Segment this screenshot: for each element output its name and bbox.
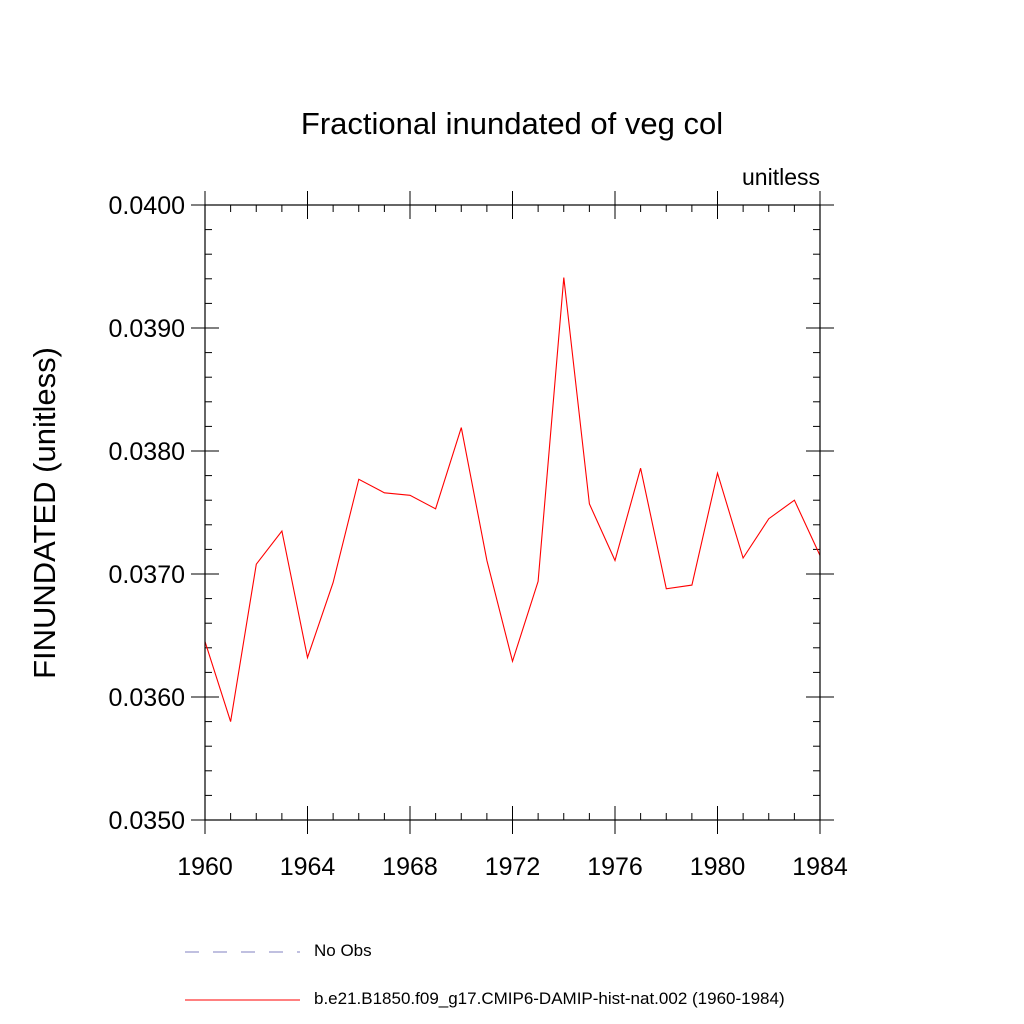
x-tick-label: 1960: [177, 853, 233, 881]
units-label: unitless: [742, 164, 820, 190]
y-tick-label: 0.0370: [109, 561, 185, 589]
legend-label-no-obs: No Obs: [314, 941, 372, 960]
y-tick-label: 0.0400: [109, 192, 185, 220]
axis-ticks: [191, 191, 834, 834]
y-tick-label: 0.0360: [109, 684, 185, 712]
y-tick-label: 0.0350: [109, 807, 185, 835]
chart-title: Fractional inundated of veg col: [300, 106, 724, 141]
y-tick-label: 0.0390: [109, 315, 185, 343]
series-line-1: [204, 277, 821, 722]
x-tick-label: 1968: [382, 853, 438, 881]
x-tick-label: 1976: [587, 853, 643, 881]
legend: [185, 951, 300, 1001]
tick-labels: 0.0350 0.0360 0.0370 0.0380 0.0390 0.0400 1960…: [109, 192, 848, 881]
x-tick-label: 1984: [792, 853, 848, 881]
y-axis-title: FINUNDATED (unitless): [27, 347, 62, 679]
x-tick-label: 1972: [485, 853, 541, 881]
x-tick-label: 1980: [690, 853, 746, 881]
y-tick-label: 0.0380: [109, 438, 185, 466]
data-series: [204, 277, 821, 722]
plot-frame: [204, 204, 821, 821]
x-tick-label: 1964: [280, 853, 336, 881]
legend-label-model-run: b.e21.B1850.f09_g17.CMIP6-DAMIP-hist-nat…: [314, 989, 785, 1008]
